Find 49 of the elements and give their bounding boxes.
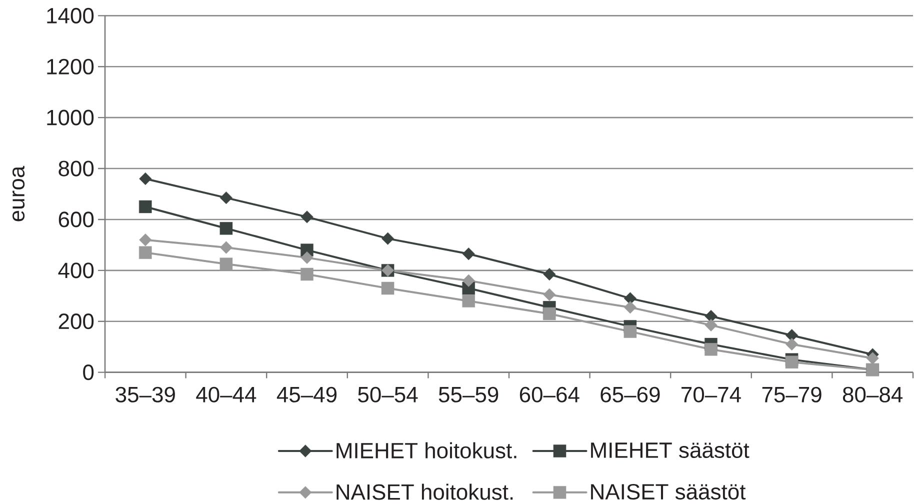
x-tick-label: 40–44: [196, 386, 256, 402]
y-tick-label: 0: [83, 364, 94, 380]
point: [382, 232, 394, 245]
point: [220, 192, 232, 204]
legend-label: MIEHET hoitokust.: [336, 442, 516, 458]
point: [624, 301, 636, 314]
y-tick-label: 800: [58, 160, 94, 176]
point: [220, 222, 233, 235]
point: [543, 307, 556, 320]
point: [300, 268, 314, 281]
y-tick-label: 1000: [47, 110, 94, 126]
x-tick-label: 65–69: [600, 386, 660, 402]
point: [220, 241, 232, 254]
y-axis-title: euroa: [12, 166, 25, 222]
legend-label: MIEHET säästöt: [591, 442, 750, 458]
point: [462, 274, 475, 287]
point: [139, 200, 152, 214]
point: [543, 268, 556, 281]
x-tick-label: 50–54: [358, 386, 418, 402]
y-tick-label: 200: [58, 314, 94, 330]
point: [220, 258, 233, 270]
y-tick-label: 1400: [47, 8, 94, 24]
point: [139, 234, 152, 246]
point: [624, 325, 637, 338]
legend-label: NAISET säästöt: [591, 484, 746, 500]
point: [300, 251, 314, 264]
point: [300, 210, 314, 224]
y-tick-label: 400: [58, 262, 94, 278]
x-tick-label: 75–79: [762, 386, 822, 402]
y-tick-label: 1200: [47, 58, 94, 74]
x-tick-label: 55–59: [438, 386, 498, 402]
point: [543, 288, 556, 301]
point: [139, 172, 152, 185]
x-tick-label: 35–39: [116, 386, 175, 402]
point: [786, 338, 798, 351]
x-tick-label: 70–74: [682, 386, 741, 402]
point: [462, 294, 475, 308]
point: [704, 318, 718, 332]
x-tick-label: 80–84: [842, 386, 903, 402]
y-tick-label: 600: [58, 212, 94, 228]
point: [139, 246, 152, 259]
point: [462, 248, 475, 260]
point: [866, 352, 879, 365]
x-tick-label: 45–49: [276, 386, 337, 402]
point: [381, 282, 394, 295]
x-tick-label: 60–64: [520, 386, 580, 402]
legend-label: NAISET hoitokust.: [336, 484, 513, 500]
point: [704, 343, 718, 356]
point: [785, 356, 798, 368]
